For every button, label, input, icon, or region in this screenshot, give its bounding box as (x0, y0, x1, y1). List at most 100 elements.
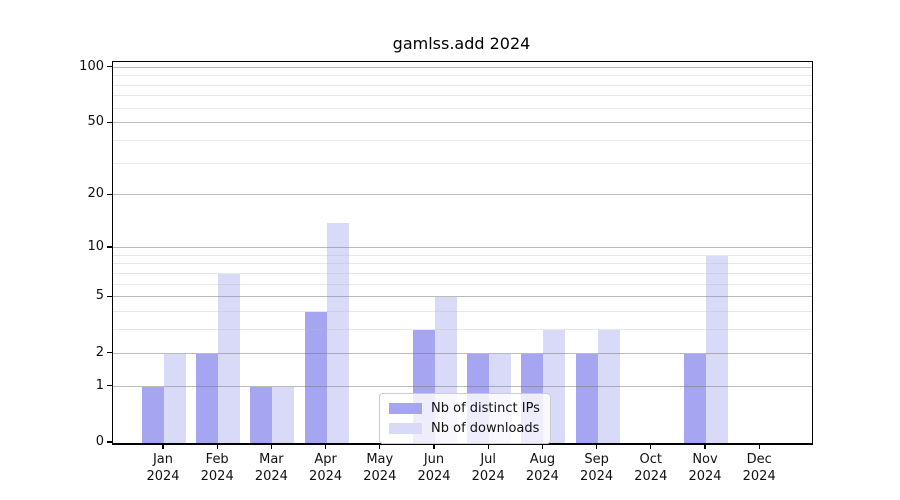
y-tick-20 (107, 193, 112, 196)
y-tick-label-100: 100 (79, 58, 104, 74)
y-tick-label-2: 2 (95, 344, 104, 360)
gridline-minor-30 (113, 162, 812, 164)
x-label-year: 2024 (146, 469, 180, 484)
x-label-year: 2024 (309, 469, 343, 484)
gridline-minor-70 (113, 95, 812, 97)
x-label-month: Jan (152, 452, 174, 467)
x-label-month: Dec (746, 452, 772, 467)
y-tick-label-5: 5 (95, 288, 104, 304)
bar-distinct-ips-mar (250, 386, 273, 443)
legend-row-distinct-ips: Nb of distinct IPs (389, 401, 540, 416)
x-label-year: 2024 (200, 469, 234, 484)
y-tick-2 (107, 351, 112, 354)
x-tick-jun (433, 444, 435, 449)
x-label-month: Aug (529, 452, 556, 467)
gridline-major-10 (113, 247, 812, 249)
gridline-major-20 (113, 194, 812, 196)
x-tick-label-may: May 2024 (348, 451, 412, 485)
gridline-minor-3 (113, 329, 812, 331)
x-tick-label-oct: Oct 2024 (619, 451, 683, 485)
x-tick-label-aug: Aug 2024 (510, 451, 574, 485)
x-tick-aug (541, 444, 544, 449)
legend-label-downloads: Nb of downloads (431, 421, 540, 436)
x-tick-mar (270, 444, 273, 449)
x-tick-label-dec: Dec 2024 (727, 451, 791, 485)
x-tick-label-apr: Apr 2024 (294, 451, 358, 485)
bar-distinct-ips-apr (304, 312, 327, 443)
y-tick-label-10: 10 (87, 239, 104, 255)
gridline-minor-7 (113, 272, 812, 274)
y-tick-label-1: 1 (95, 377, 104, 393)
x-tick-sep (595, 444, 598, 449)
x-label-year: 2024 (363, 469, 397, 484)
bar-distinct-ips-sep (575, 353, 598, 443)
bar-downloads-nov (706, 255, 728, 443)
plot-area: Nb of distinct IPs Nb of downloads (112, 61, 813, 445)
x-label-month: May (366, 452, 394, 467)
bar-distinct-ips-feb (196, 353, 219, 443)
legend-swatch-distinct-ips (389, 403, 422, 414)
x-label-month: Feb (205, 452, 229, 467)
x-tick-label-jul: Jul 2024 (456, 451, 520, 485)
gridline-major-2 (113, 352, 812, 354)
bar-downloads-jan (164, 353, 186, 443)
x-label-year: 2024 (580, 469, 614, 484)
chart-title: gamlss.add 2024 (392, 34, 531, 53)
legend-row-downloads: Nb of downloads (389, 421, 540, 436)
x-label-month: Apr (314, 452, 337, 467)
bar-distinct-ips-nov (684, 353, 706, 443)
gridline-minor-90 (113, 75, 812, 77)
x-tick-apr (324, 444, 327, 449)
y-tick-5 (107, 295, 112, 298)
x-tick-label-sep: Sep 2024 (565, 451, 629, 485)
x-tick-may (379, 444, 381, 449)
y-tick-100 (107, 66, 112, 68)
x-tick-feb (216, 444, 218, 449)
gridline-major-1 (113, 385, 812, 387)
gridline-minor-8 (113, 263, 812, 265)
gridline-minor-6 (113, 283, 812, 285)
y-tick-50 (107, 121, 112, 124)
x-label-year: 2024 (254, 469, 288, 484)
x-label-month: Jun (423, 452, 445, 467)
x-label-year: 2024 (471, 469, 505, 484)
y-tick-0 (107, 441, 112, 443)
x-tick-label-jun: Jun 2024 (402, 451, 466, 485)
x-label-year: 2024 (742, 469, 776, 484)
y-tick-label-20: 20 (87, 186, 104, 202)
x-tick-label-mar: Mar 2024 (239, 451, 303, 485)
x-tick-jan (162, 444, 164, 449)
x-label-year: 2024 (525, 469, 559, 484)
y-tick-label-0: 0 (95, 434, 104, 449)
gridline-major-50 (113, 122, 812, 124)
bar-downloads-apr (326, 222, 349, 443)
x-label-month: Oct (639, 452, 663, 467)
gridline-minor-40 (113, 140, 812, 142)
gridline-minor-9 (113, 254, 812, 256)
gridline-major-100 (113, 66, 812, 68)
x-label-year: 2024 (634, 469, 668, 484)
x-tick-label-nov: Nov 2024 (673, 451, 737, 485)
gridline-minor-80 (113, 84, 812, 86)
bar-downloads-mar (272, 386, 295, 443)
y-tick-10 (107, 246, 112, 248)
bar-distinct-ips-jan (142, 386, 164, 443)
x-tick-nov (704, 444, 706, 449)
gridline-major-5 (113, 296, 812, 298)
x-label-month: Mar (259, 452, 284, 467)
x-tick-label-feb: Feb 2024 (185, 451, 249, 485)
bar-downloads-feb (218, 273, 241, 443)
legend-swatch-downloads (389, 423, 422, 434)
x-tick-dec (758, 444, 760, 449)
x-label-year: 2024 (688, 469, 722, 484)
gridline-minor-4 (113, 311, 812, 313)
gridline-minor-60 (113, 107, 812, 109)
x-label-month: Jul (480, 452, 497, 467)
grid-layer (113, 62, 812, 443)
x-tick-jul (487, 444, 489, 449)
legend-label-distinct-ips: Nb of distinct IPs (431, 401, 540, 416)
x-tick-label-jan: Jan 2024 (131, 451, 195, 485)
x-label-month: Sep (584, 452, 609, 467)
x-label-year: 2024 (417, 469, 451, 484)
